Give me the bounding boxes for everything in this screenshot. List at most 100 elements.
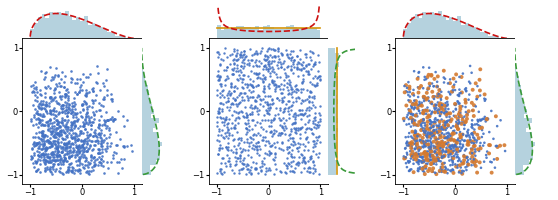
- Point: [247, 141, 256, 144]
- Point: [458, 162, 467, 165]
- Point: [97, 144, 106, 147]
- Point: [297, 87, 306, 90]
- Point: [37, 148, 46, 151]
- Point: [403, 160, 412, 163]
- Point: [436, 151, 445, 154]
- Point: [258, 119, 267, 122]
- Point: [250, 124, 259, 127]
- Point: [441, 150, 450, 154]
- Point: [225, 105, 234, 108]
- Point: [303, 114, 312, 117]
- Point: [242, 127, 251, 130]
- Point: [441, 110, 450, 113]
- Point: [280, 84, 288, 87]
- Point: [248, 137, 257, 140]
- Point: [261, 118, 270, 121]
- Point: [50, 135, 59, 138]
- Point: [59, 141, 68, 144]
- Point: [65, 142, 74, 145]
- Point: [62, 104, 71, 107]
- Point: [41, 104, 50, 107]
- Bar: [267, 25, 271, 38]
- Bar: [328, 62, 339, 67]
- Point: [445, 132, 454, 136]
- Point: [54, 101, 62, 104]
- Point: [412, 143, 421, 146]
- Point: [287, 67, 296, 70]
- Point: [476, 119, 485, 122]
- Point: [75, 91, 84, 94]
- Point: [101, 124, 110, 127]
- Point: [438, 145, 447, 148]
- Point: [308, 146, 317, 149]
- Point: [276, 83, 285, 86]
- Point: [57, 136, 66, 139]
- Point: [230, 109, 239, 113]
- Point: [434, 158, 442, 161]
- Point: [446, 164, 455, 167]
- Point: [426, 146, 435, 149]
- Point: [315, 75, 324, 78]
- Point: [425, 132, 434, 135]
- Point: [73, 152, 82, 155]
- Point: [76, 154, 85, 158]
- Point: [413, 158, 422, 161]
- Point: [255, 76, 264, 79]
- Bar: [305, 29, 309, 38]
- Point: [220, 136, 229, 139]
- Point: [287, 104, 296, 107]
- Point: [60, 94, 69, 97]
- Point: [247, 166, 256, 169]
- Point: [214, 75, 223, 78]
- Point: [75, 168, 84, 172]
- Point: [80, 163, 89, 167]
- Point: [66, 124, 75, 127]
- Point: [81, 114, 90, 117]
- Point: [247, 84, 256, 88]
- Point: [42, 155, 51, 158]
- Point: [214, 134, 223, 137]
- Point: [92, 134, 100, 137]
- Point: [291, 84, 300, 87]
- Point: [32, 160, 41, 163]
- Point: [450, 103, 459, 106]
- Bar: [103, 29, 107, 38]
- Point: [92, 136, 101, 139]
- Point: [247, 59, 256, 62]
- Point: [218, 116, 227, 119]
- Point: [409, 124, 418, 127]
- Point: [415, 104, 424, 107]
- Point: [46, 118, 55, 121]
- Point: [62, 150, 71, 153]
- Point: [277, 170, 286, 174]
- Bar: [515, 132, 532, 137]
- Point: [427, 102, 436, 106]
- Point: [442, 110, 451, 113]
- Point: [81, 139, 90, 142]
- Point: [51, 142, 60, 146]
- Point: [239, 115, 248, 118]
- Point: [445, 146, 454, 149]
- Point: [50, 136, 59, 139]
- Point: [426, 132, 435, 136]
- Point: [233, 87, 242, 90]
- Point: [52, 167, 61, 170]
- Point: [246, 95, 255, 98]
- Point: [453, 141, 461, 144]
- Point: [420, 109, 429, 112]
- Point: [224, 136, 233, 140]
- Point: [107, 141, 116, 144]
- Point: [314, 53, 323, 56]
- Point: [405, 90, 414, 94]
- Point: [264, 68, 273, 71]
- Point: [469, 160, 478, 164]
- Point: [415, 145, 424, 148]
- Point: [421, 150, 430, 154]
- Point: [60, 119, 69, 122]
- Point: [37, 153, 46, 156]
- Point: [455, 122, 464, 125]
- Bar: [142, 118, 159, 123]
- Point: [446, 138, 455, 142]
- Point: [302, 126, 311, 129]
- Point: [449, 171, 458, 175]
